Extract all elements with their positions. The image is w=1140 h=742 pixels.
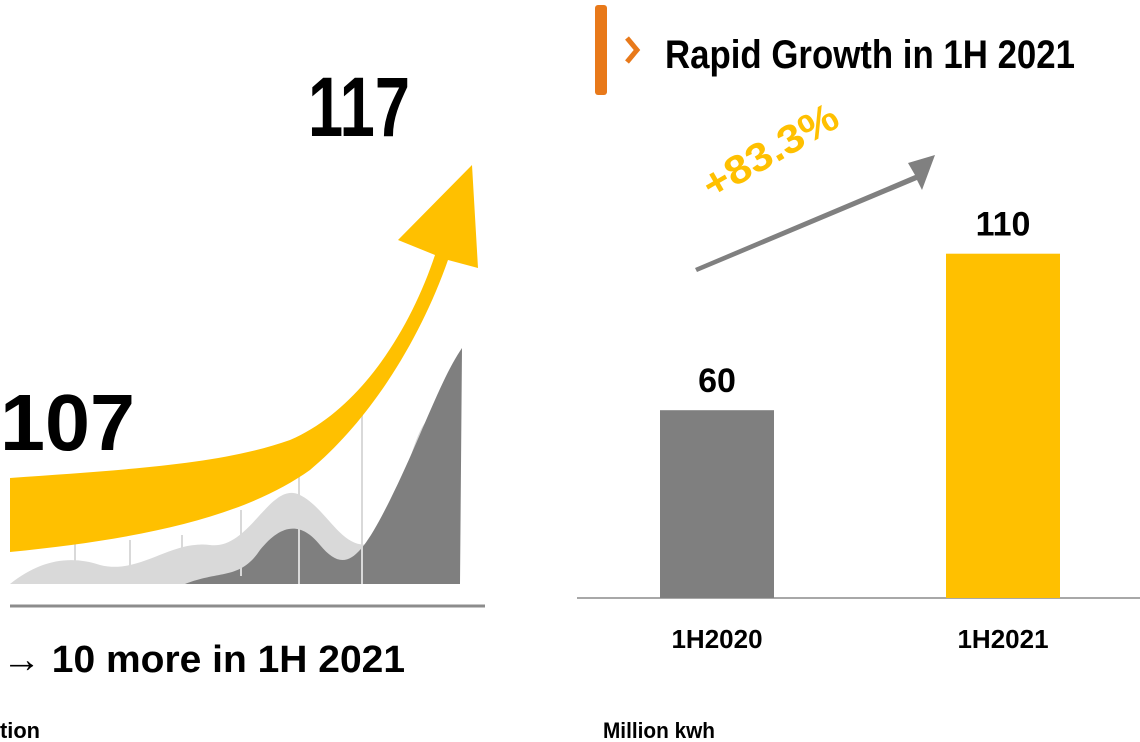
dark-area [185, 348, 462, 584]
caption: → 10 more in 1H 2021 [2, 639, 405, 681]
value-label: 60 [698, 362, 736, 400]
bar [660, 410, 774, 598]
growth-illustration [10, 165, 485, 608]
start-value: 107 [0, 378, 135, 467]
value-label: 110 [976, 206, 1031, 244]
unit-label: Million kwh [603, 718, 715, 742]
title-accent [595, 5, 607, 95]
bar [946, 253, 1060, 598]
trend-arrow [695, 155, 935, 272]
left-label: tion [0, 718, 40, 742]
chart-title: Rapid Growth in 1H 2021 [665, 33, 1075, 77]
chevron [625, 36, 641, 64]
x-tick-label: 1H2021 [957, 624, 1048, 654]
end-value: 117 [308, 60, 410, 154]
light-area [10, 418, 440, 584]
growth-arrow [10, 165, 478, 552]
vertical-lines [74, 410, 363, 584]
growth-annotation: +83.3% [695, 95, 847, 208]
x-tick-label: 1H2020 [671, 624, 762, 654]
